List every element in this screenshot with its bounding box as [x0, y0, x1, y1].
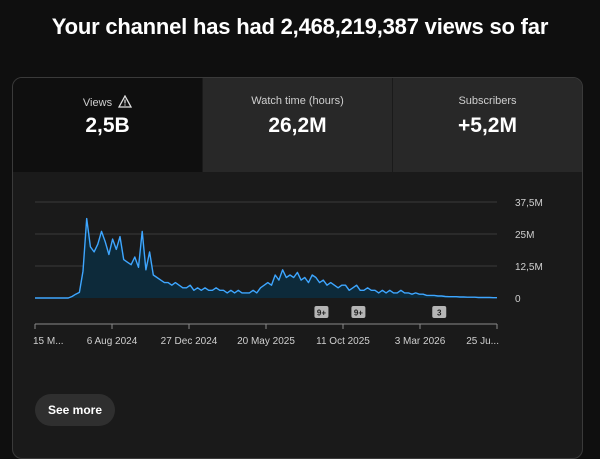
tab-subscribers[interactable]: Subscribers +5,2M — [392, 78, 582, 172]
x-tick-label: 15 M... — [33, 336, 64, 347]
warning-icon[interactable] — [118, 95, 133, 108]
y-tick-label: 0 — [515, 294, 521, 305]
views-card: Views 2,5B Watch time (hours) 26,2M Subs… — [12, 77, 583, 459]
tab-views[interactable]: Views 2,5B — [13, 78, 202, 172]
metric-tabs: Views 2,5B Watch time (hours) 26,2M Subs… — [13, 78, 582, 172]
y-tick-label: 12,5M — [515, 262, 543, 273]
x-tick-label: 20 May 2025 — [237, 336, 295, 347]
y-tick-label: 25M — [515, 230, 534, 241]
svg-text:9+: 9+ — [317, 309, 326, 318]
annotation-marker[interactable]: 3 — [432, 306, 447, 318]
tab-watch-time-label: Watch time (hours) — [251, 95, 344, 107]
views-area — [35, 218, 497, 298]
svg-text:3: 3 — [437, 309, 442, 318]
views-chart: 37,5M 25M 12,5M 0 15 M... 6 Aug 2024 27 Dec 20… — [13, 172, 582, 372]
annotation-marker[interactable]: 9+ — [351, 306, 366, 318]
views-chart-svg: 37,5M 25M 12,5M 0 15 M... 6 Aug 2024 27 Dec 20… — [33, 198, 543, 347]
x-tick-label: 3 Mar 2026 — [395, 336, 446, 347]
x-tick-label: 27 Dec 2024 — [161, 336, 218, 347]
tab-watch-time[interactable]: Watch time (hours) 26,2M — [202, 78, 392, 172]
views-line — [35, 217, 497, 299]
tab-subscribers-value: +5,2M — [458, 114, 517, 137]
annotation-marker[interactable]: 9+ — [314, 306, 329, 318]
tab-views-label: Views — [82, 97, 113, 109]
see-more-button[interactable]: See more — [35, 394, 115, 426]
page-title: Your channel has had 2,468,219,387 views… — [51, 14, 549, 39]
x-tick-label: 11 Oct 2025 — [316, 336, 370, 347]
tab-watch-time-value: 26,2M — [268, 114, 327, 137]
x-tick-label: 6 Aug 2024 — [87, 336, 138, 347]
x-tick-label: 25 Ju... — [466, 336, 499, 347]
tab-subscribers-label: Subscribers — [458, 95, 517, 107]
y-tick-label: 37,5M — [515, 198, 543, 209]
tab-views-value: 2,5B — [85, 114, 130, 137]
svg-text:9+: 9+ — [354, 309, 363, 318]
